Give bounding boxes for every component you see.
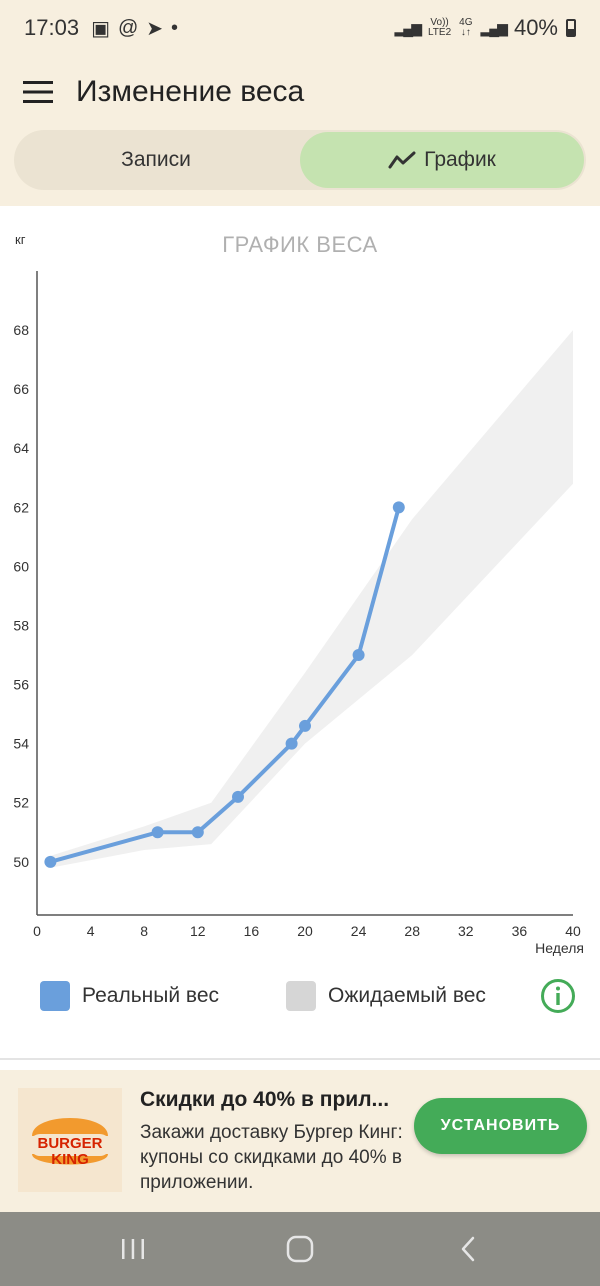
x-tick-label: 8 <box>140 923 148 939</box>
at-notification-icon: @ <box>117 16 139 39</box>
telegram-notification-icon: ➤ <box>146 17 164 40</box>
menu-button[interactable] <box>0 56 76 128</box>
legend-label-real: Реальный вес <box>82 984 219 1007</box>
x-tick-label: 4 <box>87 923 95 939</box>
tab-records[interactable]: Записи <box>14 130 298 190</box>
real-weight-point <box>191 826 204 839</box>
logo-text-top: BURGER <box>37 1135 102 1152</box>
tab-chart-label: График <box>424 148 496 171</box>
battery-percent: 40% <box>513 15 558 40</box>
y-tick-label: 68 <box>13 322 29 338</box>
home-button[interactable] <box>270 1229 330 1269</box>
install-button[interactable]: УСТАНОВИТЬ <box>414 1098 587 1154</box>
real-weight-line <box>49 506 401 864</box>
page-title: Изменение веса <box>76 75 305 108</box>
chart-title: ГРАФИК ВЕСА <box>222 232 378 257</box>
y-tick-label: 62 <box>13 499 29 515</box>
ad-divider <box>0 1058 600 1060</box>
status-bar: 17:03 ▣ @ ➤ • ▂▄▆ Vo)) LTE2 4G ↓↑ ▂▄▆ 40% <box>0 0 600 56</box>
x-tick-label: 0 <box>33 923 41 939</box>
x-tick-label: 36 <box>512 923 528 939</box>
y-tick-label: 60 <box>13 558 29 574</box>
segmented-tabs: Записи График <box>14 130 586 190</box>
x-tick-label: 40 <box>565 923 581 939</box>
logo-text-bottom: KING <box>51 1151 89 1168</box>
back-button[interactable] <box>438 1229 498 1269</box>
y-tick-label: 56 <box>13 677 29 693</box>
tab-chart[interactable]: График <box>300 132 584 188</box>
line-chart-icon <box>388 151 416 169</box>
y-tick-label: 64 <box>13 440 29 456</box>
real-weight-point <box>285 737 298 750</box>
y-tick-label: 66 <box>13 381 29 397</box>
more-notifications-dot-icon: • <box>171 16 179 39</box>
ad-banner[interactable]: BURGER KING Скидки до 40% в прил... Зака… <box>0 1070 600 1212</box>
signal-2-icon: ▂▄▆ <box>480 19 508 36</box>
info-icon[interactable] <box>540 978 576 1014</box>
legend-swatch-real <box>40 981 70 1011</box>
hamburger-menu-icon <box>23 81 53 103</box>
status-time: 17:03 <box>24 15 80 40</box>
battery-icon <box>566 19 576 37</box>
chart-legend: Реальный вес Ожидаемый вес <box>0 970 600 1022</box>
legend-item-real: Реальный вес <box>40 970 219 1022</box>
back-icon <box>461 1236 475 1262</box>
y-tick-label: 50 <box>13 854 29 870</box>
signal-icon: ▂▄▆ <box>394 19 422 36</box>
recent-apps-button[interactable] <box>103 1229 163 1269</box>
system-nav-bar <box>0 1212 600 1286</box>
real-weight-point <box>44 855 57 868</box>
y-tick-label: 58 <box>13 617 29 633</box>
x-axis-label: Неделя <box>535 940 584 956</box>
legend-label-expected: Ожидаемый вес <box>328 984 486 1007</box>
real-weight-point <box>392 501 405 514</box>
expected-weight-band <box>50 330 573 868</box>
network-type-icon: 4G ↓↑ <box>459 17 473 38</box>
y-axis-unit-label: кг <box>15 232 26 247</box>
x-tick-label: 32 <box>458 923 474 939</box>
y-tick-label: 54 <box>13 736 29 752</box>
x-tick-label: 12 <box>190 923 206 939</box>
recent-apps-icon <box>122 1239 144 1259</box>
y-tick-label: 52 <box>13 795 29 811</box>
real-weight-point <box>352 649 365 662</box>
tab-records-label: Записи <box>121 148 191 171</box>
gallery-notification-icon: ▣ <box>91 17 110 40</box>
x-tick-label: 16 <box>244 923 260 939</box>
real-weight-point <box>232 790 244 803</box>
ad-body: Закажи доставку Бургер Кинг: купоны со с… <box>140 1122 403 1193</box>
weight-chart: кг 50 52 54 56 58 60 62 64 66 68 0 4 8 12 16 20 24 28 32 36 4… <box>13 232 584 956</box>
ad-title: Скидки до 40% в прил... <box>140 1088 390 1111</box>
legend-item-expected: Ожидаемый вес <box>286 970 486 1022</box>
burger-king-logo: BURGER KING <box>18 1088 122 1192</box>
volte-indicator: Vo)) LTE2 <box>427 17 452 38</box>
home-icon <box>286 1235 314 1263</box>
real-weight-point <box>299 719 311 732</box>
x-tick-label: 20 <box>297 923 313 939</box>
app-bar: Изменение веса <box>0 56 600 128</box>
x-tick-label: 28 <box>404 923 420 939</box>
x-tick-label: 24 <box>351 923 367 939</box>
real-weight-point <box>151 826 164 839</box>
legend-swatch-expected <box>286 981 316 1011</box>
tab-bar-container: Записи График <box>0 128 600 206</box>
